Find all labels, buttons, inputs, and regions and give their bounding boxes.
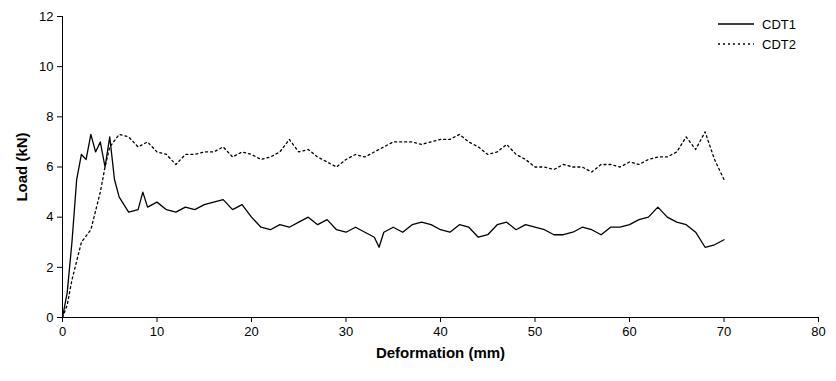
svg-text:70: 70: [717, 324, 731, 339]
svg-text:20: 20: [244, 324, 258, 339]
svg-text:10: 10: [39, 59, 53, 74]
html-text:CDT1: CDT1: [762, 16, 796, 32]
html-text:CDT2: CDT2: [762, 36, 796, 52]
svg-text:Deformation (mm): Deformation (mm): [376, 344, 505, 361]
svg-text:80: 80: [811, 324, 825, 339]
svg-text:2: 2: [46, 259, 53, 274]
svg-text:50: 50: [528, 324, 542, 339]
svg-text:10: 10: [150, 324, 164, 339]
svg-text:0: 0: [59, 324, 66, 339]
svg-text:60: 60: [622, 324, 636, 339]
svg-text:6: 6: [46, 159, 53, 174]
svg-text:30: 30: [339, 324, 353, 339]
svg-text:8: 8: [46, 109, 53, 124]
svg-text:40: 40: [433, 324, 447, 339]
svg-text:12: 12: [39, 9, 53, 24]
svg-text:0: 0: [46, 310, 53, 325]
svg-text:4: 4: [46, 209, 53, 224]
svg-text:Load (kN): Load (kN): [13, 132, 30, 201]
